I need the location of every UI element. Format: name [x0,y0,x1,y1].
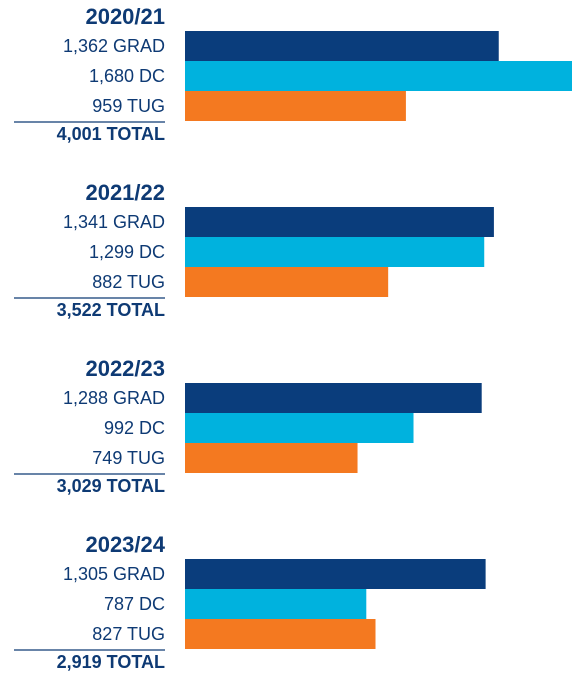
total-label: 2,919 TOTAL [57,652,165,672]
value-label: 749 TUG [92,448,165,468]
year-label: 2020/21 [85,4,165,29]
year-label: 2023/24 [85,532,165,557]
value-label: 992 DC [104,418,165,438]
bar [185,413,414,443]
value-label: 882 TUG [92,272,165,292]
bar [185,589,367,619]
value-label: 1,680 DC [89,66,165,86]
bar [185,61,572,91]
value-label: 787 DC [104,594,165,614]
value-label: 827 TUG [92,624,165,644]
year-label: 2022/23 [85,356,165,381]
bar [185,443,358,473]
bar [185,207,494,237]
bar [185,91,406,121]
bar [185,619,376,649]
value-label: 959 TUG [92,96,165,116]
total-label: 3,029 TOTAL [57,476,165,496]
value-label: 1,362 GRAD [63,36,165,56]
year-label: 2021/22 [85,180,165,205]
bar [185,267,389,297]
total-label: 3,522 TOTAL [57,300,165,320]
value-label: 1,305 GRAD [63,564,165,584]
value-label: 1,288 GRAD [63,388,165,408]
total-label: 4,001 TOTAL [57,124,165,144]
value-label: 1,341 GRAD [63,212,165,232]
value-label: 1,299 DC [89,242,165,262]
bar [185,383,482,413]
bar [185,31,499,61]
bar [185,237,485,267]
bar [185,559,486,589]
